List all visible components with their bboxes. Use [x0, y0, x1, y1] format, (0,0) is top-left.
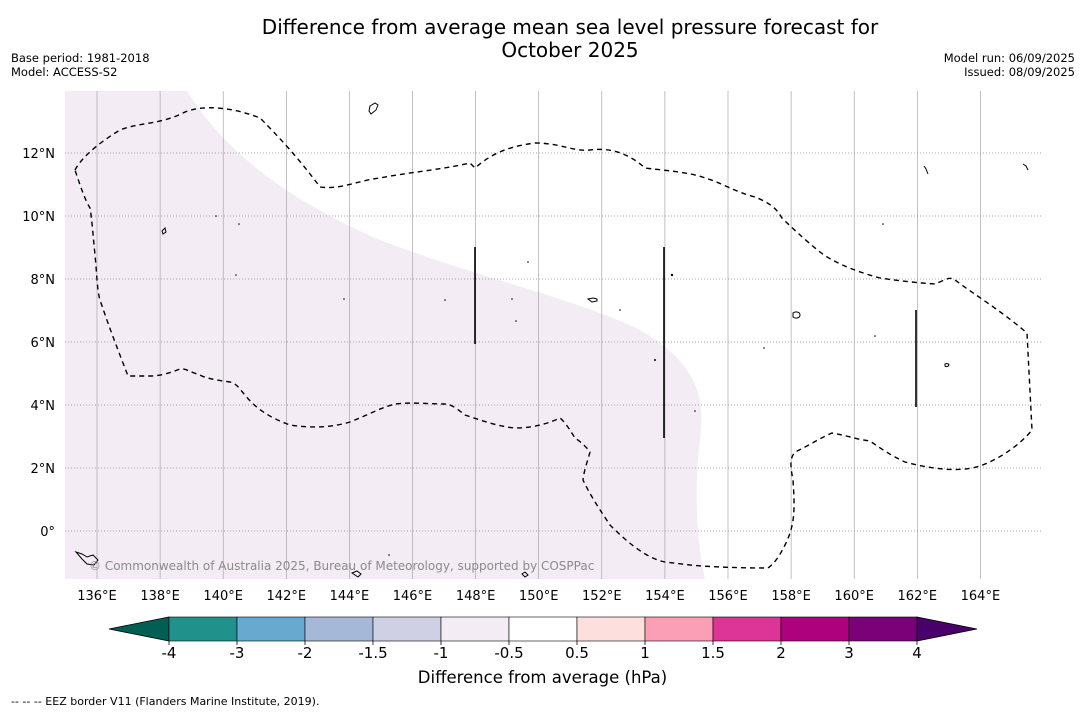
longitude-label: 158°E: [771, 589, 811, 604]
colorbar-tick-label: -4: [162, 644, 177, 662]
longitude-label: 160°E: [834, 589, 874, 604]
colorbar-bin: [576, 616, 646, 642]
colorbar-bin: [644, 616, 714, 642]
colorbar-bin: [508, 616, 578, 642]
longitude-label: 144°E: [330, 589, 370, 604]
model-name: Model: ACCESS-S2: [11, 65, 118, 79]
longitude-label: 140°E: [203, 589, 243, 604]
longitude-label: 148°E: [456, 589, 496, 604]
colorbar-tick-label: -2: [298, 644, 313, 662]
colorbar-bin: [236, 616, 306, 642]
boundary-lines: [474, 247, 917, 438]
colorbar-extend-min: [108, 616, 170, 642]
latitude-label: 6°N: [31, 336, 56, 351]
map-title-line2: October 2025: [501, 38, 639, 62]
colorbar-bin: [712, 616, 782, 642]
latitude-label: 4°N: [31, 399, 56, 414]
longitude-label: 156°E: [708, 589, 748, 604]
longitude-label: 146°E: [393, 589, 433, 604]
colorbar-labels: -4 -3 -2 -1.5 -1 -0.5 0.5 1 1.5 2 3 4: [162, 644, 922, 662]
colorbar-bin: [440, 616, 510, 642]
colorbar-bin: [168, 616, 238, 642]
islet-dots: [215, 215, 884, 556]
gridlines: [65, 91, 1043, 579]
colorbar-extend-max: [916, 616, 978, 642]
colorbar-bin: [848, 616, 918, 642]
latitude-label: 0°: [40, 525, 55, 540]
latitude-labels: 12°N 10°N 8°N 6°N 4°N 2°N 0°: [22, 147, 55, 540]
colorbar-bin: [304, 616, 374, 642]
longitude-labels: 136°E 138°E 140°E 142°E 144°E 146°E 148°E 150°E…: [77, 589, 1000, 604]
colorbar-tick-label: 1: [640, 644, 650, 662]
latitude-label: 10°N: [22, 210, 55, 225]
colorbar-tick-label: 0.5: [565, 644, 589, 662]
colorbar-tick-label: -0.5: [494, 644, 523, 662]
longitude-label: 138°E: [140, 589, 180, 604]
colorbar-tick-label: 1.5: [701, 644, 725, 662]
copyright-text: © Commonwealth of Australia 2025, Bureau…: [89, 559, 594, 573]
latitude-label: 12°N: [22, 147, 55, 162]
model-run: Model run: 06/09/2025: [943, 51, 1075, 65]
footnote: -- -- -- EEZ border V11 (Flanders Marine…: [11, 695, 320, 708]
colorbar-tick-label: 3: [844, 644, 854, 662]
longitude-label: 136°E: [77, 589, 117, 604]
colorbar-tick-label: -3: [230, 644, 245, 662]
base-period: Base period: 1981-2018: [11, 51, 150, 65]
longitude-label: 164°E: [961, 589, 1001, 604]
anomaly-region: [65, 91, 705, 579]
longitude-label: 152°E: [582, 589, 622, 604]
islands: [74, 102, 1029, 578]
latitude-label: 8°N: [31, 273, 56, 288]
colorbar-tick-label: -1: [434, 644, 449, 662]
issued-date: Issued: 08/09/2025: [964, 65, 1075, 79]
latitude-label: 2°N: [31, 462, 56, 477]
colorbar-bin: [780, 616, 850, 642]
longitude-label: 150°E: [519, 589, 559, 604]
colorbar-bin: [372, 616, 442, 642]
longitude-label: 162°E: [898, 589, 938, 604]
map-title-line1: Difference from average mean sea level p…: [261, 15, 879, 39]
colorbar-title: Difference from average (hPa): [417, 668, 668, 687]
colorbar-tick-label: 2: [776, 644, 786, 662]
colorbar-tick-label: -1.5: [358, 644, 387, 662]
longitude-label: 154°E: [645, 589, 685, 604]
colorbar: [108, 616, 978, 645]
colorbar-tick-label: 4: [912, 644, 922, 662]
eez-border: [74, 107, 1033, 569]
longitude-label: 142°E: [267, 589, 307, 604]
